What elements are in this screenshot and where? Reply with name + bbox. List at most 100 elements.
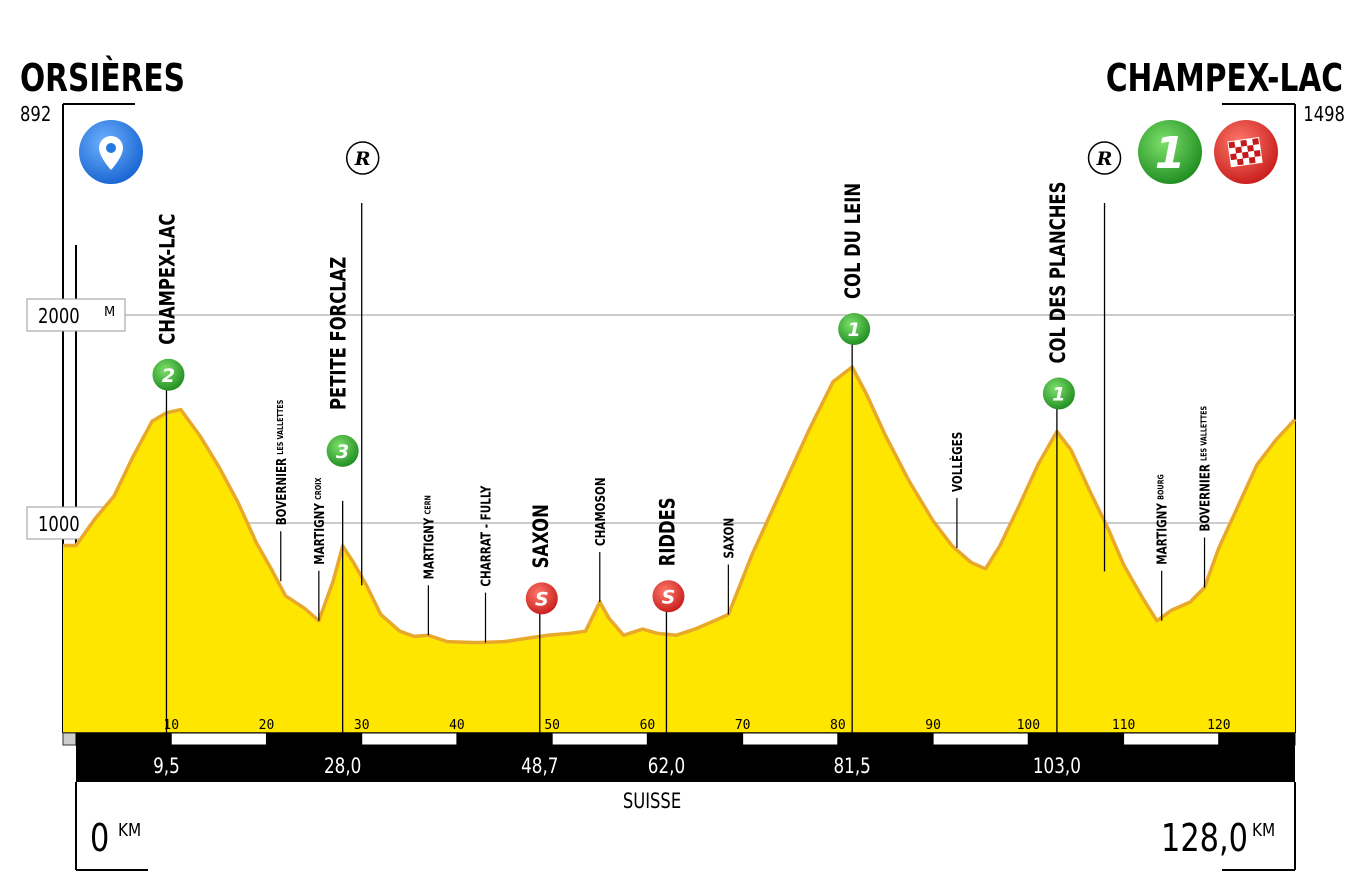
waypoint-label: PETITE FORCLAZ (328, 257, 351, 410)
distance-segment (1027, 732, 1125, 746)
finish-flag-icon (1214, 120, 1278, 184)
waypoint-5: MARTIGNYCERN (421, 495, 437, 636)
distance-segment (742, 732, 839, 746)
km-mark: 62,0 (648, 754, 685, 778)
waypoint-label: CHARRAT - FULLY (478, 485, 493, 586)
refuel-icon-glyph: R (1096, 148, 1113, 170)
finish-km-value: 128,0 (1161, 817, 1248, 861)
location-pin-icon (79, 120, 143, 184)
waypoint-label: COL DES PLANCHES (1047, 182, 1070, 364)
profile-outline (62, 365, 1297, 645)
finish-km-unit: KM (1252, 819, 1275, 841)
x-tick-70: 70 (735, 718, 751, 733)
waypoint-label: VOLLÈGES (949, 432, 966, 492)
waypoint-9: RIDDES S (652, 497, 685, 733)
waypoint-15: MARTIGNYBOURG (1155, 474, 1170, 621)
waypoint-8: CHAMOSON (593, 477, 608, 603)
x-tick-60: 60 (640, 718, 656, 733)
waypoint-1: BOVERNIERLES VALLETTES (274, 400, 289, 582)
x-tick-40: 40 (449, 718, 465, 733)
x-tick-30: 30 (354, 718, 370, 733)
grid-label-2000: 2000 (38, 306, 80, 329)
badge-category: 1 (1052, 383, 1065, 405)
km-mark: 48,7 (521, 754, 558, 778)
km-mark: 28,0 (324, 754, 361, 778)
start-km-unit: KM (118, 819, 141, 841)
finish-km: 128,0 KM (1161, 817, 1275, 861)
badge-category: 2 (162, 365, 175, 387)
distance-segment (551, 732, 648, 746)
grid-label-1000: 1000 (38, 514, 80, 537)
waypoint-4: PETITE FORCLAZ R (328, 141, 380, 586)
distance-segment (646, 732, 744, 746)
altitude-gridlines: 1000M2000M (26, 298, 1295, 540)
km-mark: 103,0 (1033, 754, 1081, 778)
climb-badge (152, 358, 185, 391)
waypoint-label: CHAMOSON (593, 477, 608, 546)
waypoint-label: CHAMPEX-LAC (157, 214, 180, 345)
waypoint-0: CHAMPEX-LAC 2 (152, 214, 185, 733)
finish-climb-category: 1 (1155, 128, 1186, 179)
waypoint-11: COL DU LEIN 1 (838, 183, 871, 733)
grid-unit-2000: M (104, 305, 115, 320)
climb-badge (838, 313, 871, 345)
waypoint-3: 3 (326, 434, 359, 733)
waypoint-label: MARTIGNYCROIX (312, 477, 327, 565)
distance-segment (265, 732, 363, 746)
waypoint-10: SAXON (721, 518, 737, 615)
refuel-icon (1087, 141, 1122, 175)
x-tick-20: 20 (259, 718, 275, 733)
badge-category: 1 (848, 319, 861, 341)
refuel-icon-glyph: R (354, 148, 371, 170)
x-tick-100: 100 (1017, 718, 1040, 733)
distance-segment (170, 732, 267, 746)
waypoint-12: VOLLÈGES (949, 432, 966, 548)
x-tick-10: 10 (163, 718, 179, 733)
distance-segment (456, 732, 553, 746)
finish-altitude: 1498 (1303, 104, 1345, 127)
country-label: SUISSE (623, 790, 681, 813)
x-tick-90: 90 (925, 718, 941, 733)
x-tick-110: 110 (1112, 718, 1135, 733)
x-tick-80: 80 (830, 718, 846, 733)
waypoint-6: CHARRAT - FULLY (478, 485, 494, 643)
start-km-value: 0 (90, 817, 109, 861)
waypoint-label: RIDDES (657, 497, 680, 566)
waypoint-label: SAXON (721, 518, 736, 559)
grid-label-box-2000 (26, 298, 126, 332)
distance-segment (1123, 732, 1220, 746)
distance-segment (361, 732, 458, 746)
waypoint-label: SAXON (530, 504, 553, 568)
climb-badge (1042, 377, 1075, 410)
x-tick-120: 120 (1207, 718, 1230, 733)
waypoint-14: R (1087, 141, 1122, 572)
profile-area (63, 367, 1295, 733)
refuel-icon (345, 141, 380, 175)
waypoint-label: BOVERNIERLES VALLETTES (274, 400, 289, 526)
waypoint-label: BOVERNIERLES VALLETTES (1197, 406, 1212, 532)
distance-segment (837, 732, 934, 746)
distance-segment (932, 732, 1029, 746)
start-name: ORSIÈRES (20, 55, 185, 101)
distance-segment (1218, 732, 1296, 746)
bottom-brackets (75, 782, 1296, 871)
climb-badge (326, 434, 359, 467)
start-altitude: 892 (20, 104, 51, 127)
finish-climb-badge: 1 (1138, 120, 1202, 184)
badge-category: S (662, 586, 676, 608)
waypoint-16: BOVERNIERLES VALLETTES (1197, 406, 1213, 588)
x-tick-50: 50 (544, 718, 560, 733)
badge-category: S (535, 588, 549, 610)
sprint-badge (525, 582, 558, 615)
waypoint-label: COL DU LEIN (842, 183, 865, 299)
waypoint-13: COL DES PLANCHES 1 (1042, 182, 1075, 733)
sprint-badge (652, 580, 685, 613)
finish-name: CHAMPEX-LAC (1106, 56, 1343, 101)
km-mark: 9,5 (153, 754, 180, 778)
start-km: 0 KM (90, 817, 141, 861)
km-mark: 81,5 (833, 754, 870, 778)
waypoint-label: MARTIGNYCERN (421, 495, 436, 579)
distance-segment (75, 732, 172, 746)
waypoint-7: SAXON S (525, 504, 558, 733)
